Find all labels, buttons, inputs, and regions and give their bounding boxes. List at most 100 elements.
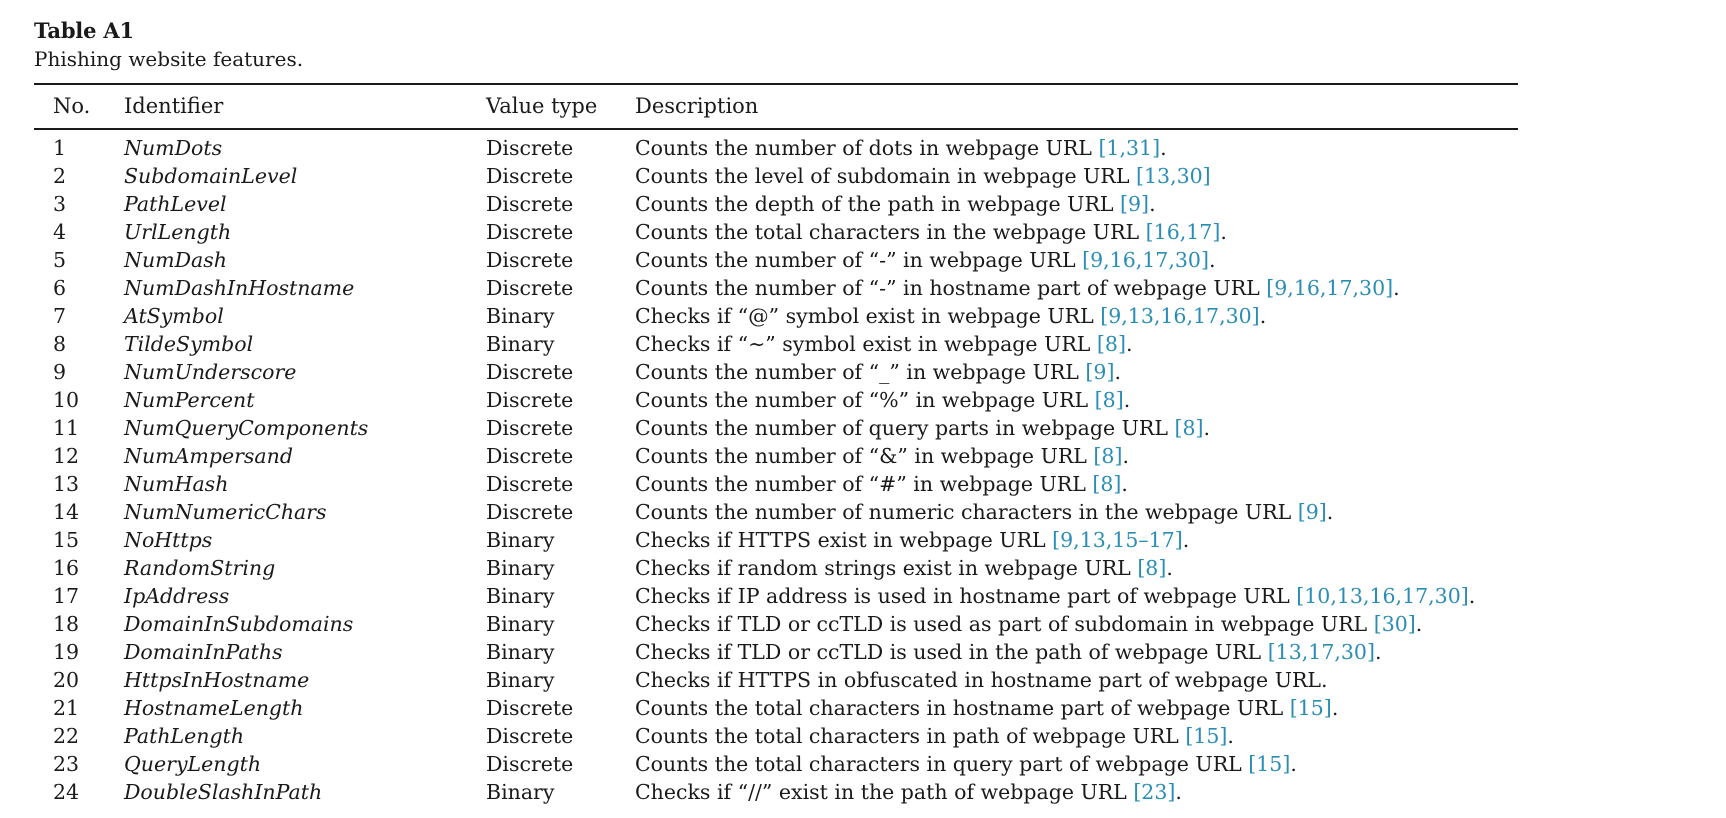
citation-link[interactable]: [15] xyxy=(1185,724,1228,748)
table-row: 13 NumHash Discrete Counts the number of “#… xyxy=(0,472,1726,500)
header-description: Description xyxy=(635,94,759,118)
row-value-type: Discrete xyxy=(486,444,574,468)
row-identifier: NumHash xyxy=(124,472,229,496)
row-identifier: NumNumericChars xyxy=(124,500,327,524)
row-value-type: Discrete xyxy=(486,276,574,300)
row-number: 7 xyxy=(53,304,67,328)
row-description: Checks if IP address is used in hostname… xyxy=(635,584,1475,608)
citation-link[interactable]: [9,13,15–17] xyxy=(1052,528,1183,552)
row-description: Checks if TLD or ccTLD is used in the pa… xyxy=(635,640,1382,664)
description-punctuation: . xyxy=(1125,332,1133,356)
row-identifier: NumDashInHostname xyxy=(124,276,355,300)
description-punctuation: . xyxy=(1122,444,1129,468)
row-number: 16 xyxy=(53,556,80,580)
description-punctuation: . xyxy=(1393,276,1400,300)
citation-link[interactable]: [15] xyxy=(1289,696,1332,720)
citation-link[interactable]: [9] xyxy=(1297,500,1327,524)
row-description: Counts the number of “-” in webpage URL … xyxy=(635,248,1215,272)
row-identifier: NumDots xyxy=(124,136,223,160)
row-value-type: Binary xyxy=(486,584,555,608)
row-number: 10 xyxy=(53,388,80,412)
table-row: 6 NumDashInHostname Discrete Counts the num… xyxy=(0,276,1726,304)
description-text: Counts the number of “-” in hostname par… xyxy=(635,276,1267,300)
row-value-type: Discrete xyxy=(486,360,574,384)
table-row: 1 NumDots Discrete Counts the number of dot… xyxy=(0,136,1726,164)
citation-link[interactable]: [8] xyxy=(1093,444,1123,468)
row-value-type: Discrete xyxy=(486,500,574,524)
row-value-type: Binary xyxy=(486,332,555,356)
citation-link[interactable]: [13,17,30] xyxy=(1267,640,1375,664)
description-punctuation: . xyxy=(1227,724,1234,748)
citation-link[interactable]: [8] xyxy=(1174,416,1204,440)
description-text: Counts the total characters in the webpa… xyxy=(635,220,1146,244)
row-description: Checks if “@” symbol exist in webpage UR… xyxy=(635,304,1266,328)
description-text: Checks if TLD or ccTLD is used in the pa… xyxy=(635,640,1268,664)
row-description: Counts the number of numeric characters … xyxy=(635,500,1333,524)
description-punctuation: . xyxy=(1149,192,1156,216)
description-text: Counts the total characters in hostname … xyxy=(635,696,1290,720)
row-number: 13 xyxy=(53,472,80,496)
citation-link[interactable]: [30] xyxy=(1373,612,1416,636)
citation-link[interactable]: [9,16,17,30] xyxy=(1082,248,1209,272)
table-row: 12 NumAmpersand Discrete Counts the number … xyxy=(0,444,1726,472)
row-description: Counts the total characters in path of w… xyxy=(635,724,1234,748)
table-row: 8 TildeSymbol Binary Checks if “∼” symbol e… xyxy=(0,332,1726,360)
row-number: 21 xyxy=(53,696,80,720)
row-identifier: HttpsInHostname xyxy=(124,668,310,692)
description-text: Counts the number of “_” in webpage URL xyxy=(635,360,1086,384)
description-punctuation: . xyxy=(1259,304,1267,328)
row-value-type: Binary xyxy=(486,556,555,580)
row-value-type: Discrete xyxy=(486,220,574,244)
row-number: 5 xyxy=(53,248,67,272)
row-identifier: QueryLength xyxy=(124,752,262,776)
row-value-type: Binary xyxy=(486,304,555,328)
citation-link[interactable]: [1,31] xyxy=(1098,136,1161,160)
citation-link[interactable]: [9] xyxy=(1120,192,1150,216)
description-text: Counts the level of subdomain in webpage… xyxy=(635,164,1136,188)
table-row: 2 SubdomainLevel Discrete Counts the level … xyxy=(0,164,1726,192)
row-identifier: NumAmpersand xyxy=(124,444,293,468)
citation-link[interactable]: [13,30] xyxy=(1136,164,1211,188)
row-number: 20 xyxy=(53,668,80,692)
table-row: 15 NoHttps Binary Checks if HTTPS exist in … xyxy=(0,528,1726,556)
table-row: 11 NumQueryComponents Discrete Counts the n… xyxy=(0,416,1726,444)
citation-link[interactable]: [8] xyxy=(1096,332,1126,356)
row-number: 3 xyxy=(53,192,67,216)
table-caption-text: Phishing website features. xyxy=(34,47,304,71)
row-number: 18 xyxy=(53,612,80,636)
row-number: 8 xyxy=(53,332,67,356)
citation-link[interactable]: [23] xyxy=(1133,780,1176,804)
table-row: 3 PathLevel Discrete Counts the depth of th… xyxy=(0,192,1726,220)
description-punctuation: . xyxy=(1175,780,1182,804)
top-rule xyxy=(34,83,1518,85)
row-description: Checks if “//” exist in the path of webp… xyxy=(635,780,1182,804)
description-punctuation: . xyxy=(1374,640,1382,664)
row-value-type: Discrete xyxy=(486,164,574,188)
row-identifier: RandomString xyxy=(124,556,276,580)
header-rule xyxy=(34,128,1518,130)
row-number: 24 xyxy=(53,780,80,804)
citation-link[interactable]: [16,17] xyxy=(1145,220,1221,244)
citation-link[interactable]: [15] xyxy=(1248,752,1291,776)
table-row: 9 NumUnderscore Discrete Counts the number … xyxy=(0,360,1726,388)
citation-link[interactable]: [8] xyxy=(1092,472,1122,496)
row-description: Counts the total characters in the webpa… xyxy=(635,220,1227,244)
citation-link[interactable]: [9,16,17,30] xyxy=(1266,276,1394,300)
description-text: Counts the number of query parts in webp… xyxy=(635,416,1175,440)
citation-link[interactable]: [9,13,16,17,30] xyxy=(1100,304,1260,328)
row-number: 22 xyxy=(53,724,80,748)
table-row: 23 QueryLength Discrete Counts the total ch… xyxy=(0,752,1726,780)
row-identifier: AtSymbol xyxy=(124,304,224,328)
row-value-type: Binary xyxy=(486,640,555,664)
row-identifier: NumUnderscore xyxy=(124,360,297,384)
row-description: Counts the depth of the path in webpage … xyxy=(635,192,1156,216)
citation-link[interactable]: [8] xyxy=(1094,388,1124,412)
header-value-type: Value type xyxy=(486,94,598,118)
row-identifier: IpAddress xyxy=(124,584,230,608)
citation-link[interactable]: [10,13,16,17,30] xyxy=(1296,584,1469,608)
citation-link[interactable]: [9] xyxy=(1085,360,1115,384)
citation-link[interactable]: [8] xyxy=(1137,556,1167,580)
description-punctuation: . xyxy=(1468,584,1476,608)
description-punctuation: . xyxy=(1290,752,1297,776)
row-identifier: SubdomainLevel xyxy=(124,164,298,188)
